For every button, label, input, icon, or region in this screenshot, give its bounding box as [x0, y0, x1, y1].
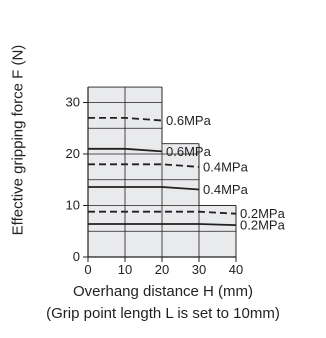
series-line-4: [88, 210, 237, 215]
x-tick-label-3: 30: [192, 262, 206, 277]
series-label-0: 0.6MPa: [166, 113, 212, 128]
x-tick-label-1: 10: [118, 262, 132, 277]
series-label-3: 0.4MPa: [203, 182, 249, 197]
x-tick-label-4: 40: [229, 262, 243, 277]
series-label-5: 0.2MPa: [240, 218, 286, 233]
series-line-3: [88, 186, 200, 191]
series-line-0: [88, 117, 163, 122]
x-tick-label-2: 20: [155, 262, 169, 277]
series-line-5: [88, 223, 237, 226]
y-axis-label-box: Effective gripping force F (N): [4, 0, 32, 270]
shaded-region-1: [162, 143, 199, 257]
y-tick-label-0: 0: [73, 249, 80, 264]
y-tick-label-3: 30: [66, 95, 80, 110]
series-line-2: [88, 163, 200, 168]
series-label-4: 0.2MPa: [240, 206, 286, 221]
series-line-1: [88, 147, 163, 153]
x-axis-label: Overhang distance H (mm): [72, 283, 254, 300]
series-label-1: 0.6MPa: [166, 144, 212, 159]
y-axis-label: Effective gripping force F (N): [9, 44, 27, 236]
y-tick-label-2: 20: [66, 146, 80, 161]
series-label-2: 0.4MPa: [203, 159, 249, 174]
x-tick-label-0: 0: [84, 262, 91, 277]
y-tick-label-1: 10: [66, 198, 80, 213]
chart-subtitle: (Grip point length L is set to 10mm): [46, 305, 280, 322]
